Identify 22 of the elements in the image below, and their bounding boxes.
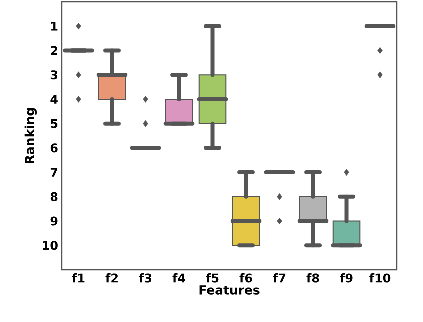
x-axis-title: Features bbox=[200, 286, 260, 295]
y-tick-label: 5 bbox=[51, 119, 58, 128]
y-tick-label: 4 bbox=[50, 95, 58, 104]
x-tick-label: f7 bbox=[273, 274, 286, 283]
x-tick-label: f9 bbox=[340, 274, 353, 283]
y-tick-label: 7 bbox=[50, 168, 58, 177]
x-tick-label: f2 bbox=[106, 274, 118, 283]
x-tick-label: f6 bbox=[240, 274, 252, 283]
y-tick-label: 2 bbox=[51, 46, 58, 56]
y-tick-label: 3 bbox=[50, 70, 58, 80]
y-axis-title: Ranking bbox=[24, 108, 38, 164]
x-tick-label: f8 bbox=[306, 274, 320, 283]
x-tick-label: f10 bbox=[370, 274, 391, 283]
x-tick-label: f5 bbox=[206, 274, 219, 283]
x-tick-label: f4 bbox=[172, 274, 186, 283]
x-tick-label: f3 bbox=[139, 274, 152, 283]
y-tick-label: 6 bbox=[50, 144, 58, 153]
y-tick-label: 1 bbox=[52, 22, 58, 31]
y-tick-label: 9 bbox=[50, 216, 58, 226]
y-tick-label: 10 bbox=[43, 241, 58, 250]
y-tick-label: 8 bbox=[50, 192, 58, 202]
x-tick-label: f1 bbox=[72, 274, 85, 283]
